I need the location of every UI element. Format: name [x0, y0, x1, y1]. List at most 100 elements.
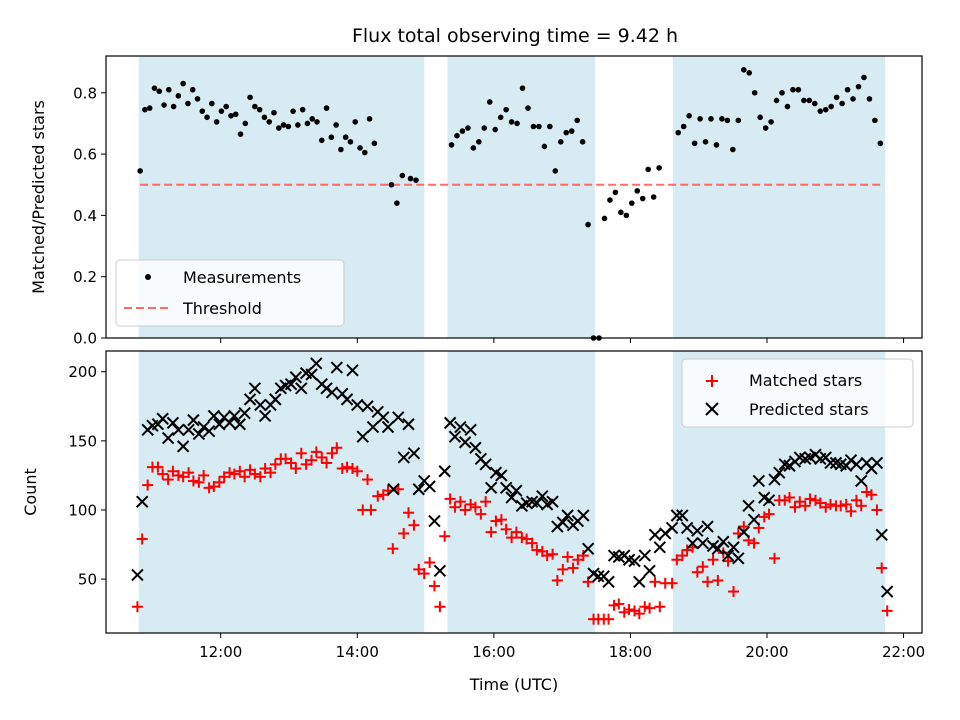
measurement-point [675, 129, 682, 136]
matched-star-point [557, 563, 569, 575]
matched-star-point [485, 526, 497, 538]
predicted-star-point [464, 423, 477, 437]
predicted-star-point [131, 568, 144, 582]
counts-xtick-label: 12:00 [199, 643, 242, 661]
predicted-star-point [696, 536, 710, 550]
predicted-star-point [156, 412, 169, 425]
predicted-star-point [628, 554, 641, 568]
predicted-star-point [484, 481, 498, 495]
measurement-point [175, 93, 182, 99]
measurement-point [470, 145, 477, 151]
matched-star-point [424, 557, 436, 568]
matched-star-point [193, 476, 205, 488]
predicted-star-point [135, 495, 149, 508]
measurement-point [568, 128, 575, 134]
predicted-star-point [561, 509, 574, 522]
measurement-point [762, 125, 769, 131]
predicted-star-point [495, 469, 508, 482]
predicted-star-point [392, 411, 405, 424]
matched-star-point [131, 601, 143, 613]
measurement-point [686, 112, 692, 119]
predicted-star-point [233, 418, 247, 431]
predicted-star-point [423, 480, 436, 493]
ratio-ytick-label: 0.8 [73, 84, 97, 102]
counts-xtick-label: 22:00 [882, 643, 925, 661]
measurement-point [623, 212, 630, 219]
predicted-star-point [325, 386, 339, 399]
measurement-point [309, 116, 316, 122]
matched-star-point [290, 463, 302, 474]
matched-star-point [480, 496, 492, 508]
matched-star-point [845, 505, 857, 517]
predicted-star-point [676, 509, 689, 522]
matched-star-point [459, 504, 471, 516]
measurement-point [735, 117, 742, 124]
measurement-point [872, 117, 878, 124]
x-axis-label: Time (UTC) [469, 675, 558, 694]
measurement-point [557, 139, 564, 145]
measurement-point [680, 123, 687, 130]
matched-star-point [449, 501, 461, 513]
matched-star-point [577, 550, 589, 562]
measurement-point [719, 116, 725, 122]
matched-star-point [398, 527, 410, 539]
measurement-point [407, 175, 414, 182]
measurement-point [352, 119, 359, 125]
predicted-star-point [248, 382, 262, 395]
matched-star-point [172, 469, 184, 481]
legend-matched-marker [706, 375, 718, 387]
predicted-star-point [428, 514, 441, 528]
measurement-point [833, 94, 840, 101]
measurement-point [256, 106, 263, 113]
matched-star-point [855, 500, 867, 512]
matched-star-point [418, 568, 430, 580]
measurement-point [218, 108, 225, 114]
legend-matched-label: Matched stars [749, 371, 862, 390]
measurement-point [795, 86, 802, 93]
predicted-star-point [653, 541, 666, 554]
predicted-star-point [366, 420, 380, 434]
predicted-star-point [824, 456, 837, 470]
measurement-point [166, 86, 172, 93]
predicted-star-point [207, 409, 221, 423]
predicted-star-point [258, 409, 272, 423]
predicted-star-point [443, 416, 457, 430]
matched-star-point [649, 576, 661, 588]
predicted-star-point [305, 368, 318, 381]
matched-star-point [666, 577, 678, 589]
predicted-star-point [732, 552, 745, 565]
matched-star-point [387, 543, 399, 555]
counts-ytick-label: 200 [68, 363, 97, 381]
measurement-point [361, 149, 368, 156]
predicted-star-point [875, 528, 888, 542]
matched-star-point [789, 501, 801, 513]
matched-star-point [881, 605, 893, 617]
measurement-point [697, 116, 703, 122]
measurement-point [850, 96, 856, 102]
predicted-star-point [213, 418, 226, 431]
predicted-star-point [855, 474, 868, 488]
measurement-point [280, 122, 287, 128]
predicted-star-point [330, 361, 344, 374]
measurement-point [628, 200, 635, 206]
predicted-star-point [377, 411, 390, 424]
measurement-point [185, 100, 191, 107]
measurement-point [839, 100, 845, 107]
predicted-star-point [768, 473, 781, 486]
measurement-point [271, 109, 277, 116]
predicted-star-point [243, 393, 257, 406]
matched-star-point [269, 458, 281, 470]
matched-star-point [784, 492, 796, 504]
measurement-point [801, 97, 807, 104]
measurement-point [357, 145, 363, 151]
measurement-point [514, 120, 520, 127]
measurement-point [811, 100, 818, 107]
predicted-star-point [448, 430, 462, 443]
matched-star-point [547, 548, 559, 560]
measurement-point [314, 119, 320, 125]
measurement-point [399, 172, 406, 179]
matched-star-point [306, 454, 318, 466]
measurement-point [180, 80, 186, 87]
measurement-point [519, 85, 526, 91]
ratio-ytick-label: 0.2 [73, 268, 97, 286]
